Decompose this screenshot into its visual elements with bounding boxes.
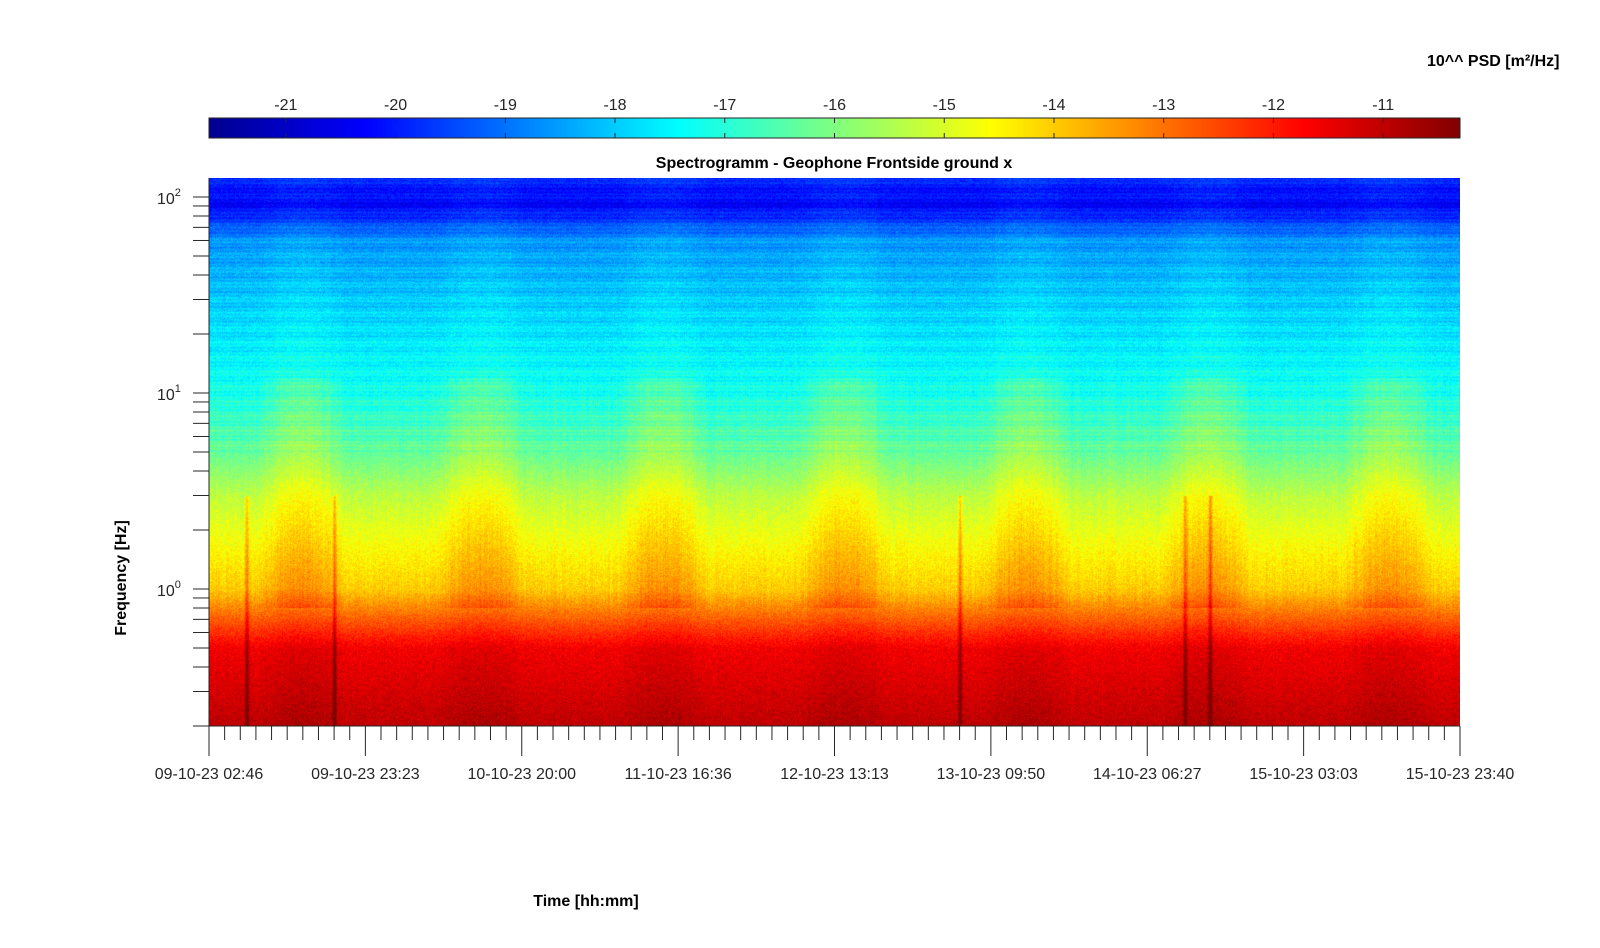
colorbar-tick-label: -12 — [1262, 97, 1285, 114]
colorbar-tick-label: -11 — [1372, 97, 1394, 114]
colorbar-tick-label: -19 — [494, 97, 517, 114]
x-tick-label: 12-10-23 13:13 — [780, 766, 889, 783]
y-tick-label: 101 — [157, 383, 181, 404]
colorbar-tick-label: -21 — [274, 97, 297, 114]
x-tick-label: 14-10-23 06:27 — [1093, 766, 1202, 783]
x-tick-label: 15-10-23 03:03 — [1249, 766, 1358, 783]
y-axis-title: Frequency [Hz] — [113, 520, 130, 636]
colorbar-tick-label: -16 — [823, 97, 846, 114]
chart-title: Spectrogramm - Geophone Frontside ground… — [656, 155, 1013, 172]
y-axis: 102 101 100 — [157, 178, 210, 727]
colorbar-tick-label: -13 — [1152, 97, 1175, 114]
y-tick-label: 100 — [157, 579, 181, 600]
colorbar-label: 10^^ PSD [m²/Hz] — [1427, 53, 1559, 70]
colorbar-tick-label: -17 — [713, 97, 736, 114]
colorbar-tick-label: -20 — [384, 97, 407, 114]
colorbar: -21 -20 -19 -18 -17 -16 -15 -14 -13 -12 -11 — [208, 97, 1461, 139]
x-tick-label: 09-10-23 23:23 — [311, 766, 420, 783]
x-tick-label: 10-10-23 20:00 — [467, 766, 576, 783]
x-axis-title: Time [hh:mm] — [533, 893, 638, 910]
x-tick-label: 11-10-23 16:36 — [624, 766, 731, 783]
colorbar-tick-label: -18 — [603, 97, 626, 114]
colorbar-tick-label: -14 — [1042, 97, 1065, 114]
spectrogram-image — [209, 178, 1460, 726]
x-tick-label: 13-10-23 09:50 — [937, 766, 1046, 783]
colorbar-tick-label: -15 — [933, 97, 956, 114]
y-tick-label: 102 — [157, 187, 181, 208]
x-tick-label: 09-10-23 02:46 — [155, 766, 264, 783]
x-tick-label: 15-10-23 23:40 — [1406, 766, 1515, 783]
colorbar-ticks: -21 -20 -19 -18 -17 -16 -15 -14 -13 -12 -11 — [274, 97, 1394, 138]
x-axis: 09-10-23 02:46 09-10-23 23:23 10-10-23 20:… — [155, 725, 1515, 783]
